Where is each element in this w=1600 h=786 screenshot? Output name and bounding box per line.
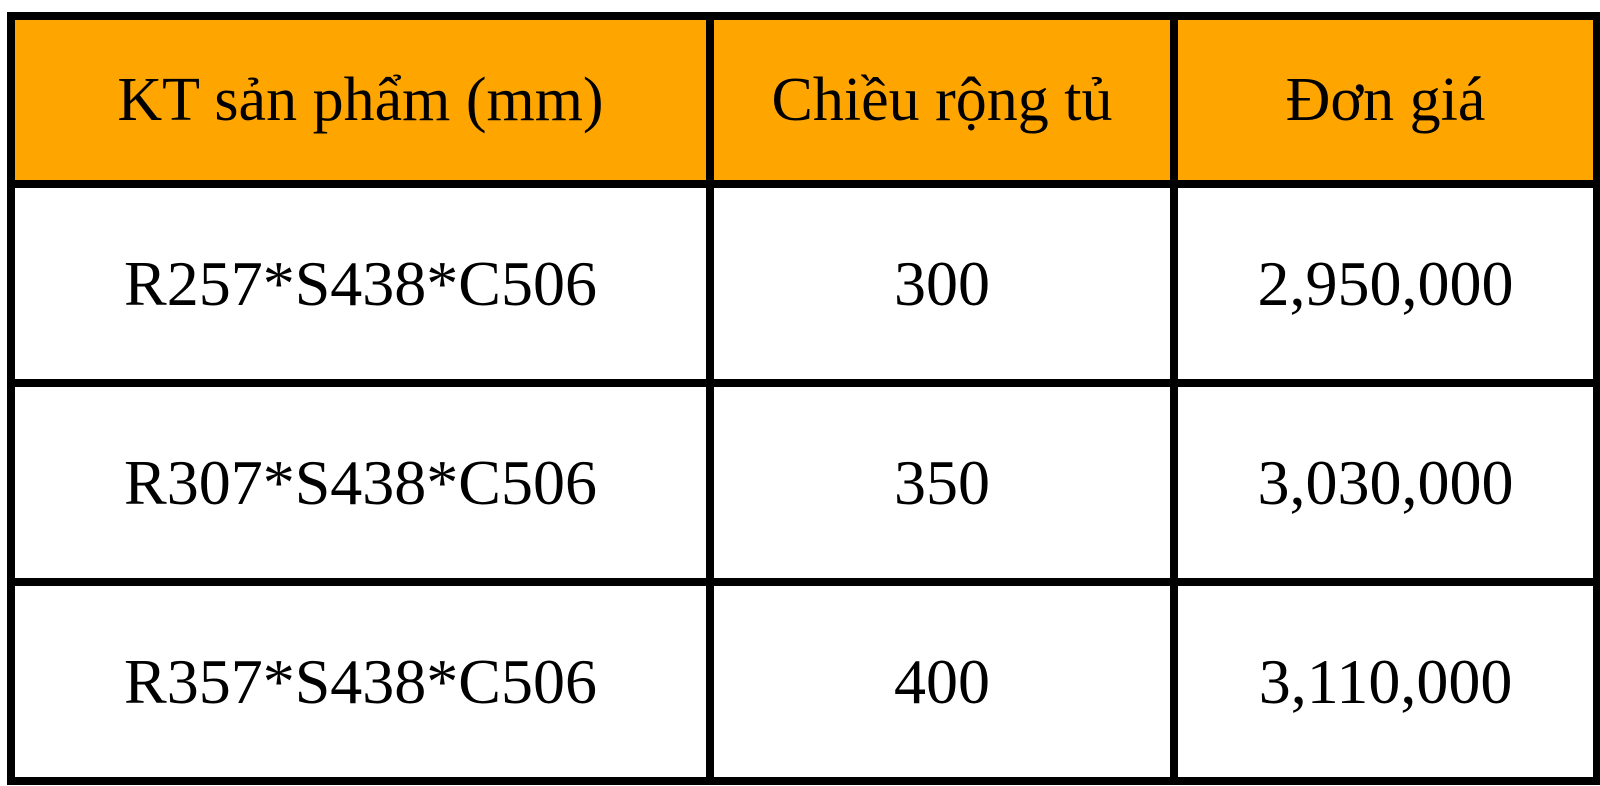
cell-cabinet-width: 350 bbox=[706, 379, 1178, 586]
header-unit-price: Đơn giá bbox=[1170, 12, 1600, 188]
cell-cabinet-width: 300 bbox=[706, 180, 1178, 387]
cell-unit-price: 2,950,000 bbox=[1170, 180, 1600, 387]
table-row: R307*S438*C506 350 3,030,000 bbox=[7, 379, 1600, 586]
cell-unit-price: 3,030,000 bbox=[1170, 379, 1600, 586]
cell-cabinet-width: 400 bbox=[706, 578, 1178, 785]
table-row: R357*S438*C506 400 3,110,000 bbox=[7, 578, 1600, 785]
price-table-header: KT sản phẩm (mm) Chiều rộng tủ Đơn giá bbox=[7, 12, 1600, 188]
table-row: R257*S438*C506 300 2,950,000 bbox=[7, 180, 1600, 387]
price-table: KT sản phẩm (mm) Chiều rộng tủ Đơn giá R… bbox=[7, 12, 1600, 785]
header-cabinet-width: Chiều rộng tủ bbox=[706, 12, 1178, 188]
header-product-size: KT sản phẩm (mm) bbox=[7, 12, 714, 188]
header-row: KT sản phẩm (mm) Chiều rộng tủ Đơn giá bbox=[7, 12, 1600, 188]
cell-product-size: R357*S438*C506 bbox=[7, 578, 714, 785]
price-table-body: R257*S438*C506 300 2,950,000 R307*S438*C… bbox=[7, 180, 1600, 785]
cell-unit-price: 3,110,000 bbox=[1170, 578, 1600, 785]
cell-product-size: R307*S438*C506 bbox=[7, 379, 714, 586]
cell-product-size: R257*S438*C506 bbox=[7, 180, 714, 387]
